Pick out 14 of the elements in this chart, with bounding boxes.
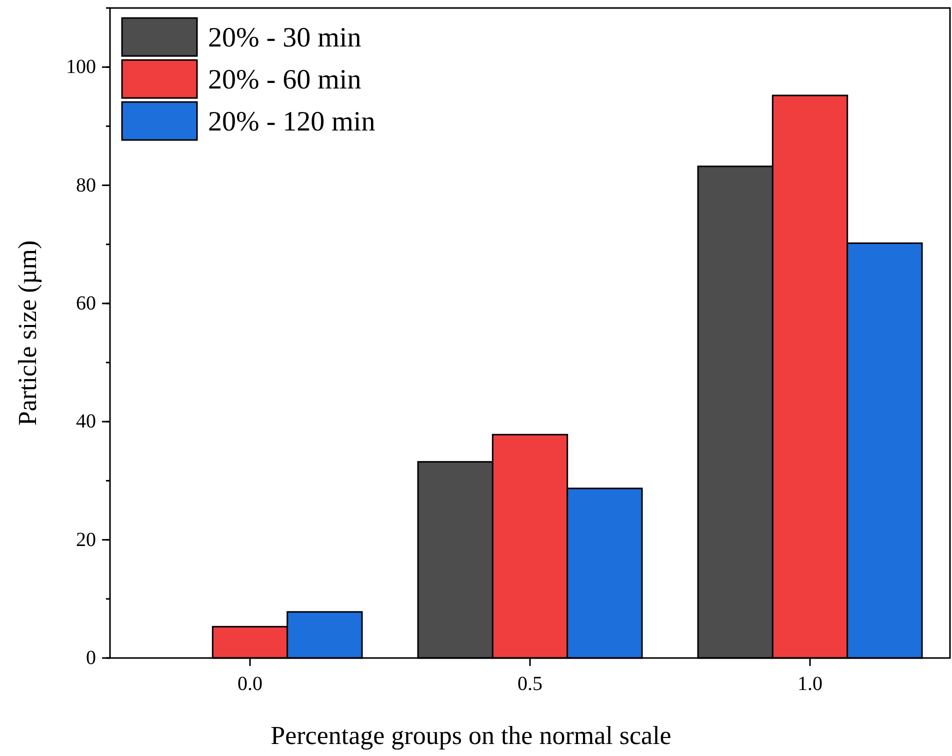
y-tick-label: 60	[76, 292, 96, 314]
y-axis-title: Particle size (µm)	[13, 240, 42, 426]
x-tick-label: 1.0	[798, 673, 822, 695]
legend-label: 20% - 60 min	[208, 64, 362, 96]
legend-label: 20% - 120 min	[208, 106, 376, 138]
y-tick-label: 80	[76, 174, 96, 196]
x-tick-label: 0.5	[518, 673, 542, 695]
legend-label: 20% - 30 min	[208, 22, 362, 54]
x-tick-label: 0.0	[238, 673, 262, 695]
y-tick-label: 0	[86, 647, 96, 669]
y-tick-label: 20	[76, 528, 96, 551]
x-axis-title: Percentage groups on the normal scale	[270, 721, 672, 750]
y-tick-label: 40	[76, 410, 96, 433]
y-tick-label: 100	[66, 56, 96, 78]
